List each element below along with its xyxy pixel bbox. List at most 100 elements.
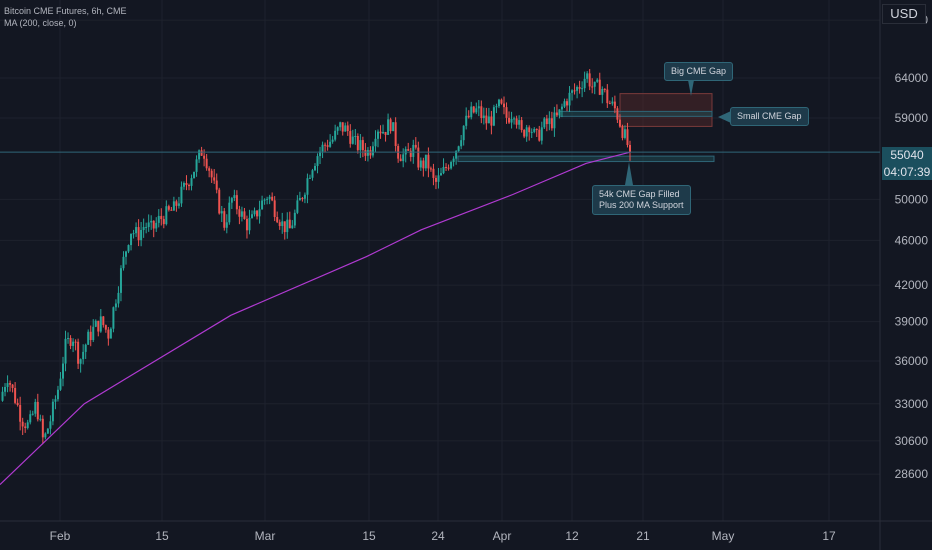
candle-body xyxy=(629,145,631,153)
candle-body xyxy=(319,151,322,157)
candle-body xyxy=(392,122,395,132)
y-tick-label: 36000 xyxy=(895,354,929,368)
candle-body xyxy=(119,268,122,293)
candle-body xyxy=(621,126,624,138)
candle-body xyxy=(288,219,291,229)
candle-body xyxy=(321,144,324,152)
candle-body xyxy=(417,147,420,168)
candle-body xyxy=(82,351,85,360)
candle-body xyxy=(142,227,145,230)
gap-filled-callout[interactable]: 54k CME Gap Filled Plus 200 MA Support xyxy=(592,185,691,215)
candle-body xyxy=(530,131,533,133)
candle-body xyxy=(31,413,34,415)
candle-body xyxy=(354,136,357,138)
candle-body xyxy=(79,359,82,364)
candle-body xyxy=(422,160,425,169)
candle-body xyxy=(583,78,586,89)
candle-body xyxy=(89,331,92,340)
candle-body xyxy=(14,387,17,403)
candle-body xyxy=(193,171,196,179)
small-cme-gap-callout[interactable]: Small CME Gap xyxy=(730,107,809,126)
candle-body xyxy=(44,433,47,438)
candle-body xyxy=(492,107,495,126)
candle-body xyxy=(356,136,359,151)
candle-body xyxy=(195,159,198,172)
candle-body xyxy=(351,136,354,144)
candle-body xyxy=(253,210,256,215)
candle-body xyxy=(177,203,180,206)
candle-body xyxy=(576,87,579,91)
candle-body xyxy=(162,219,165,225)
y-tick-label: 33000 xyxy=(895,397,929,411)
candle-body xyxy=(16,402,19,406)
candle-body xyxy=(409,150,412,157)
candle-body xyxy=(92,326,95,340)
candle-body xyxy=(505,107,508,118)
candle-body xyxy=(205,158,208,169)
candle-body xyxy=(135,227,138,234)
candle-body xyxy=(445,167,448,169)
candle-body xyxy=(364,150,367,156)
candle-body xyxy=(102,316,105,326)
candle-body xyxy=(563,101,566,107)
chart-title[interactable]: Bitcoin CME Futures, 6h, CME xyxy=(4,6,127,16)
candle-body xyxy=(188,185,190,187)
candle-body xyxy=(543,118,546,128)
x-tick-label: May xyxy=(712,529,735,543)
candle-body xyxy=(568,92,571,106)
big-cme-gap-callout[interactable]: Big CME Gap xyxy=(664,62,734,81)
candle-body xyxy=(429,168,432,170)
ma-legend[interactable]: MA (200, close, 0) xyxy=(4,18,77,28)
currency-label[interactable]: USD xyxy=(882,4,926,24)
candle-body xyxy=(273,200,276,217)
candle-body xyxy=(465,115,468,126)
candle-body xyxy=(21,421,24,427)
candle-body xyxy=(467,115,470,118)
candle-body xyxy=(64,338,67,364)
candle-body xyxy=(94,320,97,327)
candle-body xyxy=(6,383,9,387)
candle-body xyxy=(281,221,284,227)
candle-body xyxy=(160,215,163,220)
candle-body xyxy=(424,154,427,169)
candle-body xyxy=(613,101,616,109)
candle-body xyxy=(485,115,488,124)
candle-body xyxy=(555,112,558,116)
gap-filled-line1: 54k CME Gap Filled xyxy=(599,189,680,199)
candle-body xyxy=(109,328,112,339)
candle-body xyxy=(286,219,289,233)
candle-body xyxy=(586,73,589,79)
big-cme-gap-text: Big CME Gap xyxy=(671,66,727,76)
candle-body xyxy=(306,178,309,195)
candle-body xyxy=(442,167,445,174)
candle-body xyxy=(203,155,206,159)
candle-body xyxy=(503,103,505,108)
candle-body xyxy=(566,101,568,106)
candle-body xyxy=(382,132,385,134)
y-tick-label: 64000 xyxy=(895,71,929,85)
candle-body xyxy=(29,414,32,423)
candle-body xyxy=(457,146,460,152)
candle-body xyxy=(167,206,170,210)
candle-body xyxy=(336,127,339,131)
candle-body xyxy=(482,115,485,119)
candle-body xyxy=(137,227,140,241)
candle-body xyxy=(268,196,271,199)
candle-body xyxy=(132,233,135,235)
candle-body xyxy=(598,79,601,95)
candle-body xyxy=(145,227,148,229)
candle-body xyxy=(379,131,382,134)
candle-body xyxy=(508,117,511,123)
candle-body xyxy=(301,198,304,200)
candle-body xyxy=(220,211,223,214)
candle-body xyxy=(533,129,536,132)
x-tick-label: Apr xyxy=(493,529,512,543)
candle-body xyxy=(495,106,498,108)
candle-body xyxy=(603,88,606,90)
candle-body xyxy=(233,195,236,199)
candle-body xyxy=(525,127,528,137)
candle-body xyxy=(276,216,279,223)
small-gap-pointer xyxy=(718,111,731,123)
